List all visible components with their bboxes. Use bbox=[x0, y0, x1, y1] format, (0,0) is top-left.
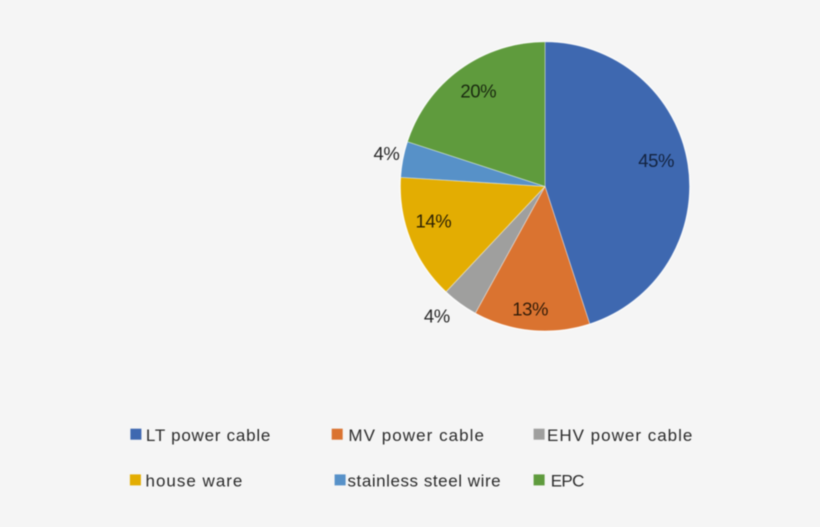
svg-text:4%: 4% bbox=[424, 306, 450, 327]
svg-text:EHV power cable: EHV power cable bbox=[547, 426, 693, 445]
svg-text:20%: 20% bbox=[460, 81, 496, 102]
svg-text:house ware: house ware bbox=[146, 471, 244, 490]
svg-text:4%: 4% bbox=[374, 143, 400, 164]
svg-text:EPC: EPC bbox=[551, 471, 584, 490]
svg-text:stainless steel wire: stainless steel wire bbox=[348, 471, 502, 490]
svg-text:13%: 13% bbox=[512, 298, 548, 319]
svg-text:45%: 45% bbox=[638, 150, 674, 171]
svg-text:14%: 14% bbox=[415, 210, 451, 231]
svg-text:MV power cable: MV power cable bbox=[348, 426, 485, 445]
svg-text:LT power cable: LT power cable bbox=[146, 426, 271, 445]
